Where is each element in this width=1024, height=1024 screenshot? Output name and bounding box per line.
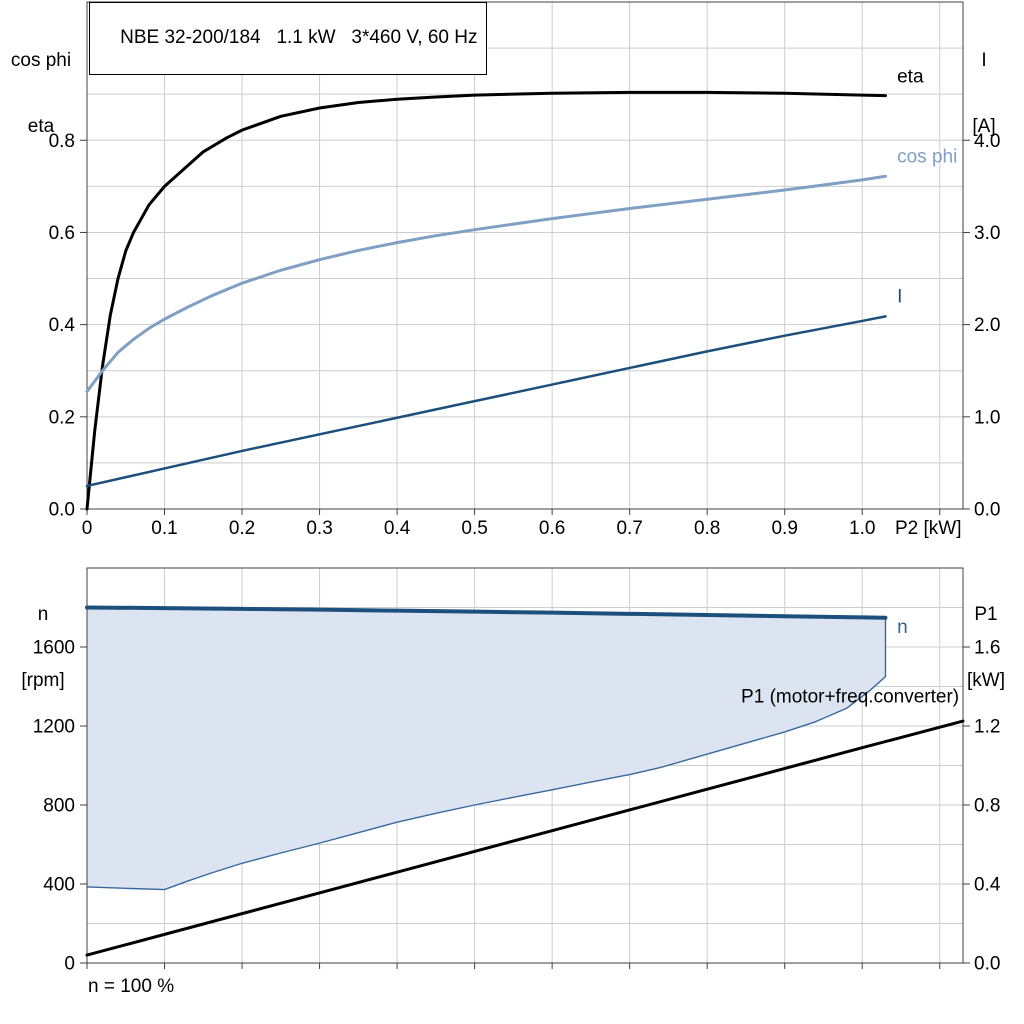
- y-left-tick-label: 0.8: [49, 131, 75, 152]
- y-right-tick-label: 1.2: [974, 717, 1000, 738]
- right-axis-title-line1: I: [981, 50, 987, 71]
- right-axis-title-line2: [A]: [972, 116, 996, 137]
- y-left-tick-label: 1200: [33, 717, 75, 738]
- curve-cos-phi: [85, 174, 887, 393]
- curve-current: [85, 315, 887, 488]
- y-right-tick-label: 4.0: [974, 131, 1000, 152]
- left-axis-title-line1: cos phi: [10, 50, 72, 71]
- speed-range-lower-bound: [86, 617, 887, 891]
- y-left-tick-label: 0.4: [49, 315, 76, 336]
- x-tick-label: 0.9: [771, 518, 797, 539]
- x-tick-label: 0: [82, 518, 93, 539]
- y-right-tick-label: 2.0: [974, 315, 1000, 336]
- x-tick-label: 0.3: [306, 518, 332, 539]
- curve-p1: [85, 719, 965, 957]
- curve-label-eta: eta: [897, 67, 924, 88]
- x-tick-label: 0.1: [151, 518, 177, 539]
- y-right-tick-label: 0.8: [974, 796, 1000, 817]
- y-left-tick-label: 0: [64, 954, 75, 975]
- x-tick-label: 0.4: [384, 518, 411, 539]
- speed-axis-title-line2: [rpm]: [21, 670, 65, 691]
- curve-label-n: n: [897, 617, 908, 638]
- left-axis-title-line2: eta: [27, 116, 55, 137]
- y-right-tick-label: 0.4: [974, 875, 1001, 896]
- speed-footnote: n = 100 %: [88, 976, 175, 997]
- x-tick-label: 0.5: [461, 518, 487, 539]
- chart-title-box: NBE 32-200/184 1.1 kW 3*460 V, 60 Hz: [89, 2, 488, 75]
- x-tick-label: 0.7: [616, 518, 642, 539]
- x-tick-label: 1.0: [849, 518, 875, 539]
- y-left-tick-label: 1600: [33, 638, 75, 659]
- x-tick-label: 0.6: [539, 518, 565, 539]
- y-left-tick-label: 0.0: [49, 500, 75, 521]
- speed-range-area: [87, 607, 886, 890]
- power-axis-title-line1: P1: [974, 604, 998, 625]
- curve-eta: [85, 90, 887, 511]
- y-right-tick-label: 0.0: [974, 500, 1000, 521]
- x-tick-label: 0.2: [229, 518, 255, 539]
- chart-title: NBE 32-200/184 1.1 kW 3*460 V, 60 Hz: [120, 27, 478, 48]
- x-tick-label: 0.8: [694, 518, 720, 539]
- y-left-tick-label: 0.6: [49, 223, 75, 244]
- y-left-tick-label: 0.2: [49, 407, 75, 428]
- plot-border: [86, 1, 964, 510]
- speed-axis-title-line1: n: [37, 604, 49, 625]
- power-axis-title-line2: [kW]: [967, 670, 1005, 691]
- y-right-tick-label: 1.0: [974, 407, 1000, 428]
- y-right-tick-label: 3.0: [974, 223, 1000, 244]
- curve-label-cos-phi: cos phi: [897, 146, 957, 167]
- x-axis-title: P2 [kW]: [895, 518, 962, 539]
- bottom-left-axis-title: n [rpm]: [6, 560, 80, 736]
- motor-efficiency-chart: 0 0.1 0.2 0.3 0.4 0.5 0.6 0.7 0.8 0.9 1.0 0.0 0.2 0.4…: [49, 1, 1000, 539]
- speed-power-chart: 0 400 800 1200 1600 0.0 0.4 0.8 1.2 1.6 n P1 (motor…: [33, 567, 1001, 975]
- curve-label-i: I: [897, 287, 902, 308]
- curve-n: [85, 605, 888, 620]
- top-right-axis-title: I [A]: [950, 6, 1018, 182]
- bottom-right-axis-title: P1 [kW]: [952, 560, 1020, 736]
- y-left-tick-label: 800: [43, 796, 75, 817]
- y-right-tick-label: 0.0: [974, 954, 1000, 975]
- y-right-tick-label: 1.6: [974, 638, 1000, 659]
- y-left-tick-label: 400: [43, 875, 75, 896]
- curve-label-p1-motor-freq-converter-: P1 (motor+freq.converter): [741, 686, 959, 707]
- plot-border: [86, 567, 964, 964]
- top-left-axis-title: cos phi eta: [4, 6, 78, 182]
